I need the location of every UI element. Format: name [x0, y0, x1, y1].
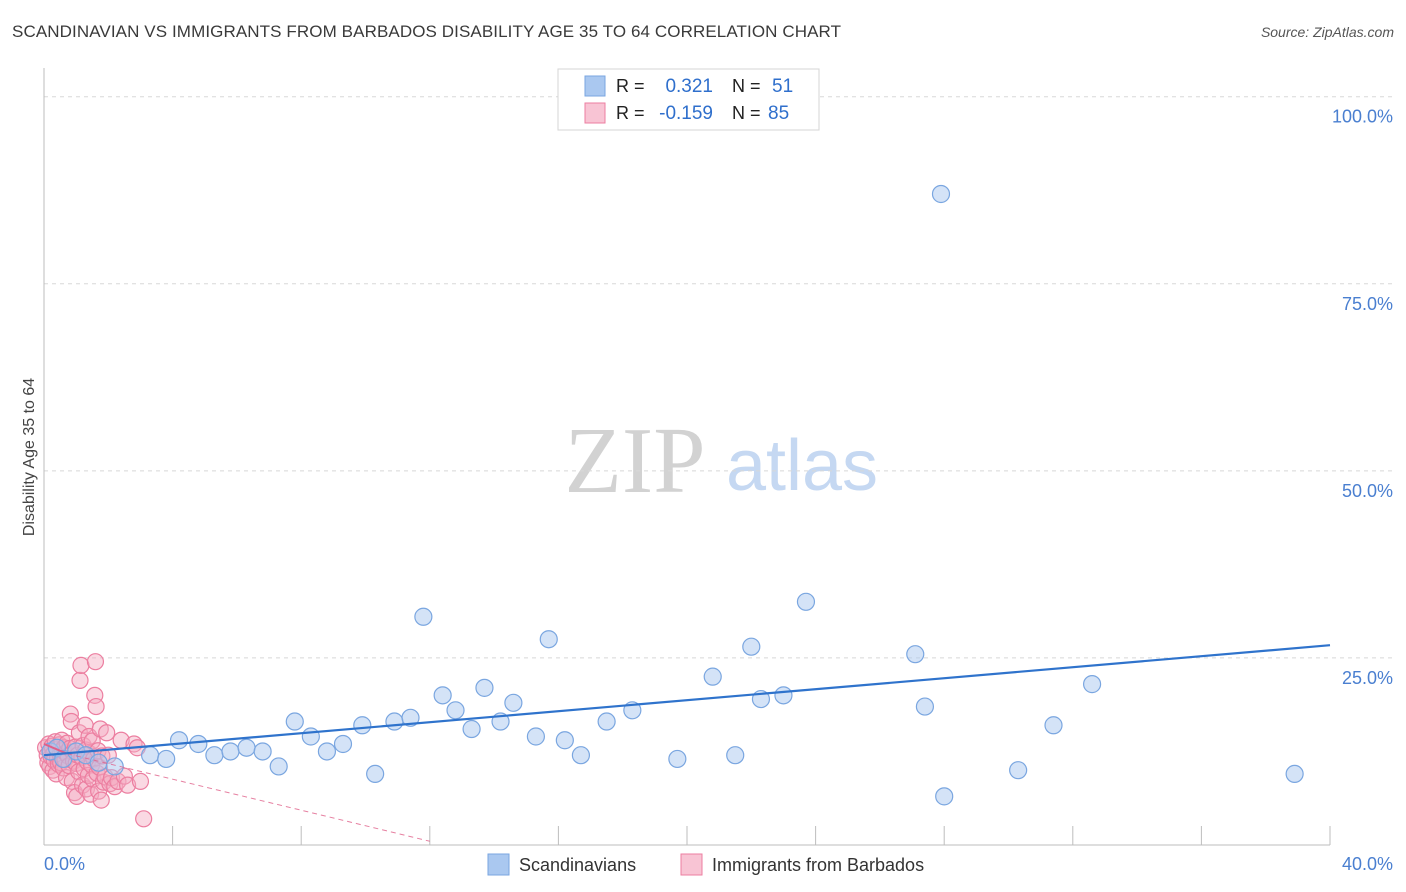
barbados-trend-solid	[43, 743, 68, 755]
scandinavian-point	[189, 734, 208, 754]
scandinavian-point	[446, 701, 465, 720]
scandinavian-point	[1009, 761, 1028, 780]
watermark-atlas: atlas	[726, 426, 878, 506]
scandinavian-point	[571, 746, 591, 765]
y-tick-label: 75.0%	[1342, 294, 1393, 314]
source-label: Source: ZipAtlas.com	[1260, 24, 1394, 40]
scandinavian-point	[385, 712, 404, 731]
legend-item-barbados-swatch	[680, 853, 703, 876]
scandinavian-point	[555, 731, 574, 750]
scandinavian-point	[726, 746, 745, 765]
scandinavian-point	[915, 697, 935, 716]
x-tick-label-end: 40.0%	[1342, 854, 1393, 874]
legend-item-scandinavians: Scandinavians	[519, 855, 636, 875]
scandinavian-point	[774, 686, 793, 705]
scandinavian-point	[462, 719, 481, 739]
scandinavian-point	[253, 742, 272, 761]
legend-swatch-blue	[584, 75, 606, 97]
scandinavian-point	[668, 749, 687, 769]
scandinavian-point	[935, 787, 954, 806]
scandinavian-point	[157, 749, 176, 769]
stats-legend: R = 0.321 N = 51 R = -0.159 N = 85	[557, 68, 820, 131]
legend-r-label-1: R =	[616, 76, 645, 96]
barbados-point	[86, 653, 105, 671]
barbados-trend-dashed	[67, 753, 430, 842]
legend-item-barbados: Immigrants from Barbados	[712, 855, 924, 875]
watermark-zip: ZIP	[565, 409, 706, 513]
scandinavian-point	[931, 184, 951, 204]
scandinavian-point	[205, 746, 224, 765]
barbados-point	[92, 791, 110, 809]
y-tick-label: 25.0%	[1342, 668, 1393, 688]
legend-r-value-1: 0.321	[665, 76, 713, 97]
gridlines	[44, 96, 1392, 659]
scandinavian-point	[285, 712, 304, 731]
scandinavian-point	[105, 757, 124, 776]
barbados-point	[135, 810, 153, 828]
barbados-point	[131, 772, 150, 790]
barbados-point	[118, 776, 137, 794]
scandinavian-point	[475, 678, 494, 697]
scandinavian-point	[237, 738, 256, 757]
legend-n-label-2: N =	[732, 103, 761, 123]
scandinavian-point	[504, 693, 523, 712]
scandinavian-point	[414, 607, 433, 626]
legend-r-label-2: R =	[616, 103, 645, 123]
y-tick-label: 100.0%	[1332, 107, 1393, 127]
scandinavian-point	[1044, 716, 1063, 735]
scandinavian-point	[366, 764, 385, 784]
legend-n-value-2: 85	[768, 103, 789, 124]
y-axis-label: Disability Age 35 to 64	[21, 378, 38, 536]
legend-swatch-pink	[584, 102, 606, 124]
legend-item-scandinavians-swatch	[487, 853, 510, 876]
legend-n-label-1: N =	[732, 76, 761, 96]
scandinavian-point	[317, 742, 337, 761]
legend-n-value-1: 51	[772, 76, 793, 97]
series-legend: Scandinavians Immigrants from Barbados	[487, 853, 924, 876]
scandinavian-point	[221, 742, 240, 761]
scandinavian-point	[742, 637, 761, 656]
scandinavian-point	[269, 757, 288, 776]
scandinavian-point	[796, 592, 816, 611]
scandinavian-point	[597, 712, 616, 731]
scandinavian-point	[140, 746, 160, 765]
scandinavian-point	[333, 734, 353, 754]
scandinavian-point	[906, 645, 925, 664]
barbados-point	[98, 724, 116, 742]
scandinavian-point	[301, 727, 320, 746]
scandinavian-point	[169, 731, 189, 750]
scandinavian-point	[401, 708, 420, 727]
trend-lines	[43, 644, 1331, 842]
barbados-point	[72, 656, 90, 675]
scandinavian-point	[539, 630, 558, 649]
barbados-point	[87, 697, 105, 716]
scandinavian-point	[1082, 675, 1102, 694]
scandinavian-point	[433, 686, 452, 705]
chart-title: SCANDINAVIAN VS IMMIGRANTS FROM BARBADOS…	[12, 22, 842, 41]
y-tick-label: 50.0%	[1342, 481, 1393, 501]
scandinavian-point	[353, 716, 372, 735]
scandinavian-point	[526, 727, 545, 746]
scandinavian-trend-line	[43, 644, 1331, 757]
scandinavian-point	[1285, 764, 1304, 784]
x-tick-label-start: 0.0%	[44, 854, 85, 874]
scandinavian-point	[703, 667, 722, 686]
barbados-point	[71, 671, 89, 689]
legend-r-value-2: -0.159	[659, 103, 713, 124]
axes	[43, 68, 1331, 846]
x-tick-labels: 0.0% 40.0%	[44, 854, 1393, 874]
y-tick-labels: 25.0% 50.0% 75.0% 100.0%	[1332, 107, 1393, 688]
